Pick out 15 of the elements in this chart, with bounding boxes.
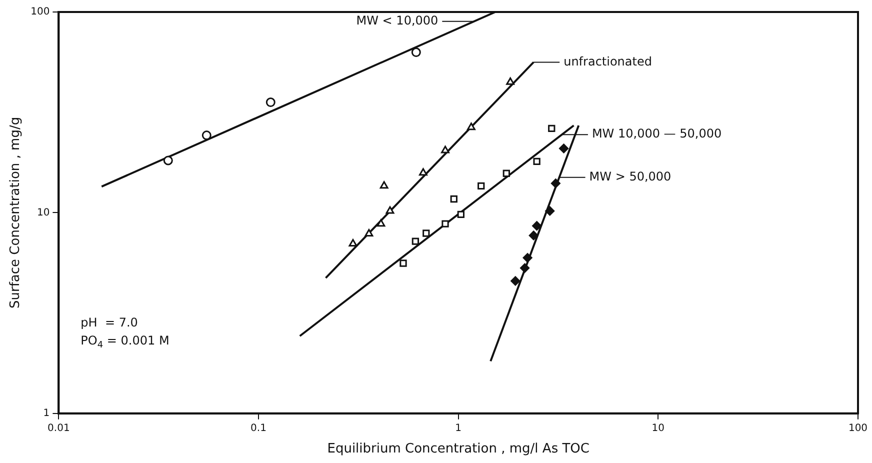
annotation: unfractionated — [564, 54, 652, 68]
x-axis-title: Equilibrium Concentration , mg/l As TOC — [327, 442, 590, 457]
x-tick-label: 100 — [848, 422, 868, 434]
y-tick-label: 100 — [30, 6, 50, 18]
x-tick-label: 10 — [652, 422, 665, 434]
x-tick-label: 0.1 — [250, 422, 266, 434]
y-tick-label: 10 — [36, 207, 50, 218]
y-axis-title: Surface Concentration , mg/g — [8, 116, 24, 308]
x-tick-label: 1 — [455, 422, 462, 434]
annotation: MW > 50,000 — [589, 169, 672, 184]
annotation: pH = 7.0 — [80, 316, 138, 330]
annotation: MW < 10,000 — [356, 14, 438, 28]
y-tick-label: 1 — [43, 408, 50, 419]
x-tick-label: 0.01 — [48, 422, 70, 434]
annotation: MW 10,000 — 50,000 — [592, 126, 722, 141]
